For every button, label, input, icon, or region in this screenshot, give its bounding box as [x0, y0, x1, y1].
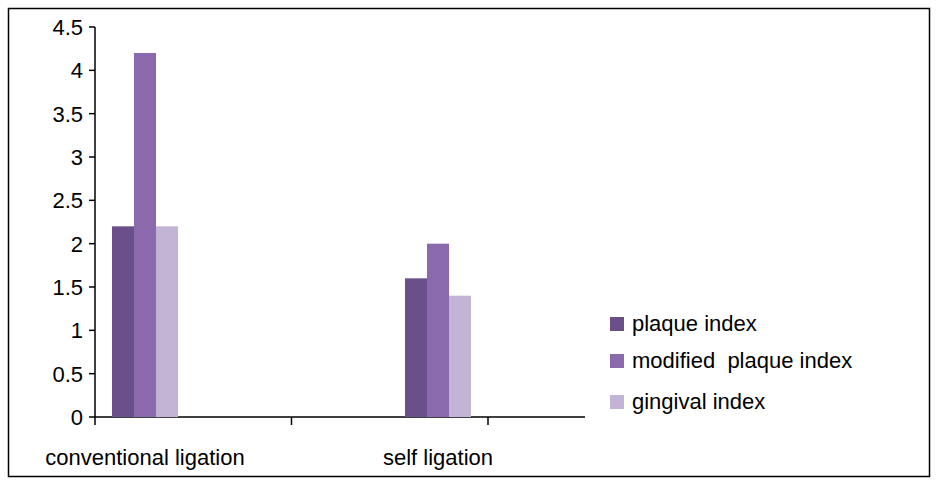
y-tick-label: 0	[71, 405, 83, 430]
bars	[112, 53, 471, 417]
chart-frame	[9, 9, 930, 477]
legend: plaque index modified plaque index gingiva…	[610, 311, 852, 414]
y-tick	[89, 70, 95, 72]
y-tick	[89, 26, 95, 28]
y-tick	[89, 416, 95, 418]
legend-label: plaque index	[632, 311, 757, 336]
y-tick-label: 1	[71, 318, 83, 343]
x-tick-label: conventional ligation	[45, 445, 244, 470]
x-tick	[487, 417, 489, 425]
chart: 0 0.5 1 1.5 2 2.5 3 3.5 4 4.5 conventional ligatio…	[0, 0, 938, 485]
bar	[134, 53, 156, 417]
y-tick-label: 3	[71, 145, 83, 170]
legend-label: gingival index	[632, 389, 765, 414]
bar	[427, 244, 449, 417]
y-tick-label: 2	[71, 232, 83, 257]
x-tick	[94, 417, 96, 425]
bar	[449, 296, 471, 417]
x-tick-label: self ligation	[383, 445, 493, 470]
bar	[112, 226, 134, 417]
y-tick	[89, 330, 95, 332]
x-tick	[291, 417, 293, 425]
legend-label: modified plaque index	[632, 348, 852, 373]
legend-swatch	[610, 317, 624, 331]
bar	[405, 278, 427, 417]
y-tick-label: 3.5	[52, 102, 83, 127]
y-tick-label: 4	[71, 58, 83, 83]
y-axis	[94, 27, 96, 417]
legend-swatch	[610, 354, 624, 368]
bar	[156, 226, 178, 417]
y-tick-label: 1.5	[52, 275, 83, 300]
y-tick	[89, 373, 95, 375]
y-tick	[89, 200, 95, 202]
y-tick	[89, 156, 95, 158]
y-tick	[89, 286, 95, 288]
y-tick	[89, 243, 95, 245]
y-tick-label: 4.5	[52, 15, 83, 40]
y-tick-label: 0.5	[52, 362, 83, 387]
y-tick-label: 2.5	[52, 188, 83, 213]
y-tick	[89, 113, 95, 115]
legend-swatch	[610, 395, 624, 409]
